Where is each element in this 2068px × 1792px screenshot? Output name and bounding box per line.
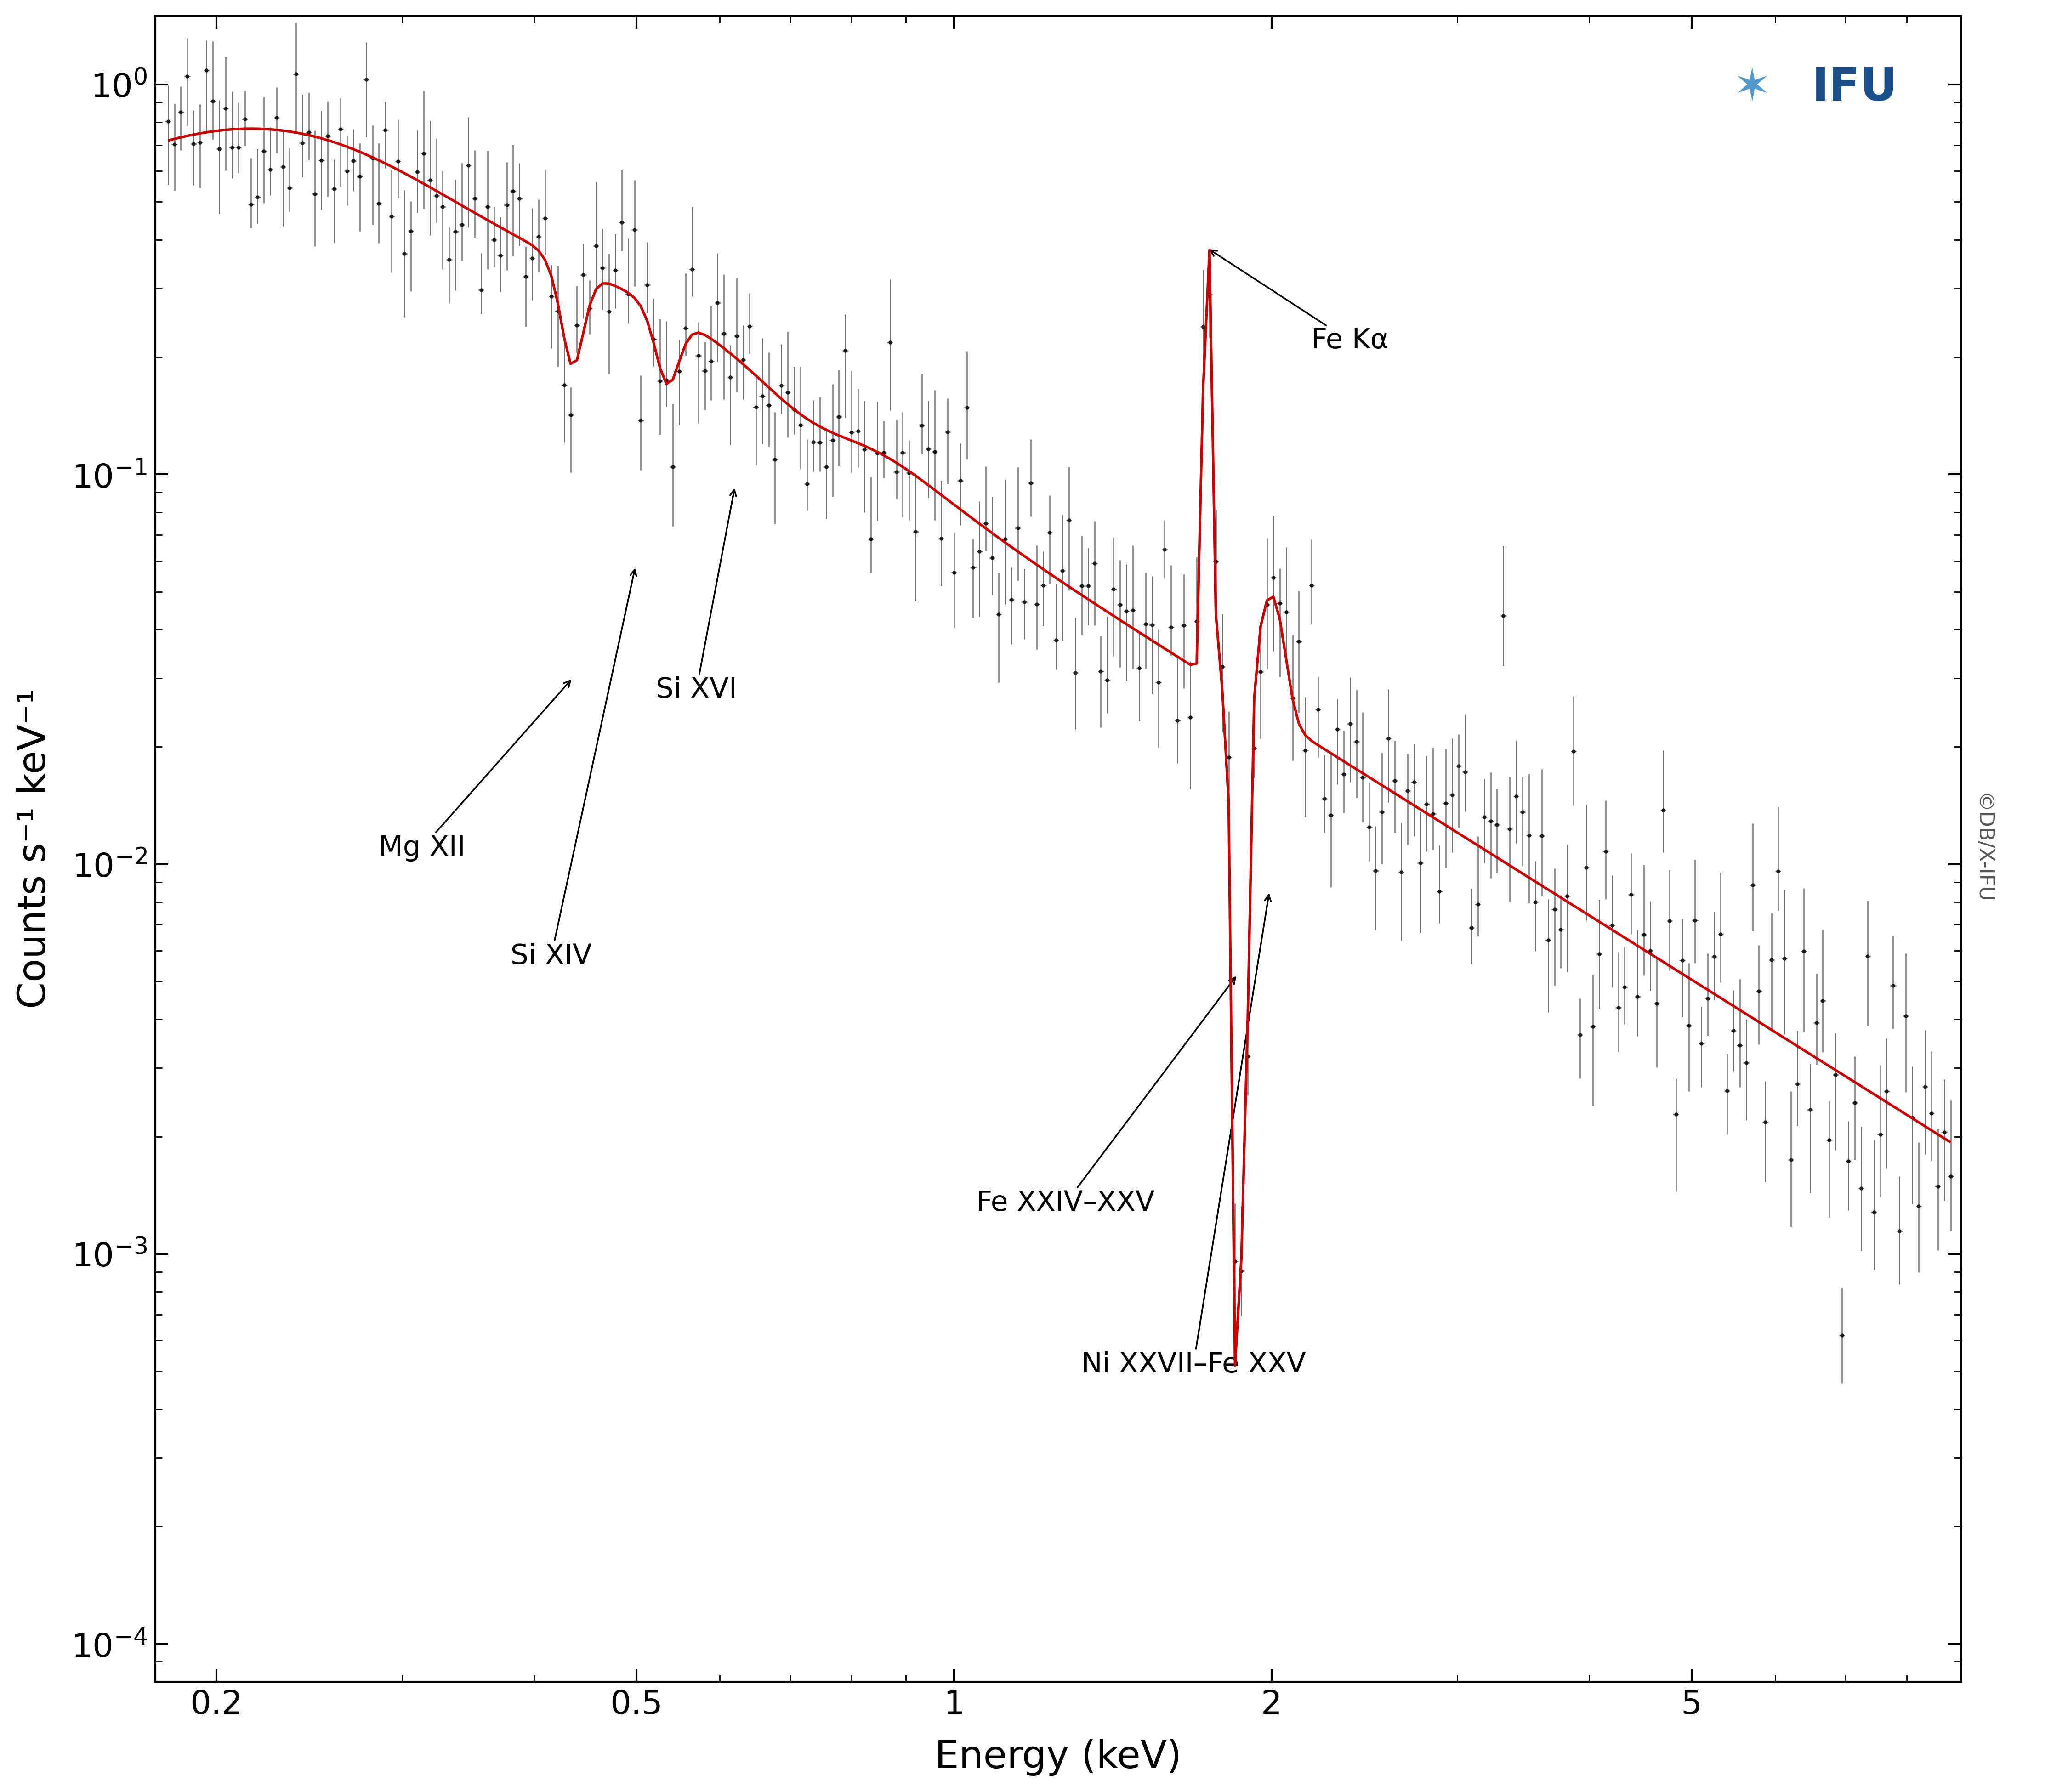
Text: Fe Kα: Fe Kα: [1210, 251, 1390, 355]
Text: Ni XXVII–Fe XXV: Ni XXVII–Fe XXV: [1082, 894, 1305, 1378]
X-axis label: Energy (keV): Energy (keV): [935, 1738, 1181, 1776]
Text: IFU: IFU: [1812, 66, 1898, 111]
Y-axis label: Counts s⁻¹ keV⁻¹: Counts s⁻¹ keV⁻¹: [17, 688, 54, 1009]
Text: Si XIV: Si XIV: [511, 570, 637, 969]
Text: Fe XXIV–XXV: Fe XXIV–XXV: [976, 977, 1235, 1217]
Text: ✶: ✶: [1733, 66, 1772, 111]
Text: ©DB/X-IFU: ©DB/X-IFU: [1973, 794, 1991, 903]
Text: Si XVI: Si XVI: [656, 489, 736, 704]
Text: Mg XII: Mg XII: [378, 681, 571, 862]
